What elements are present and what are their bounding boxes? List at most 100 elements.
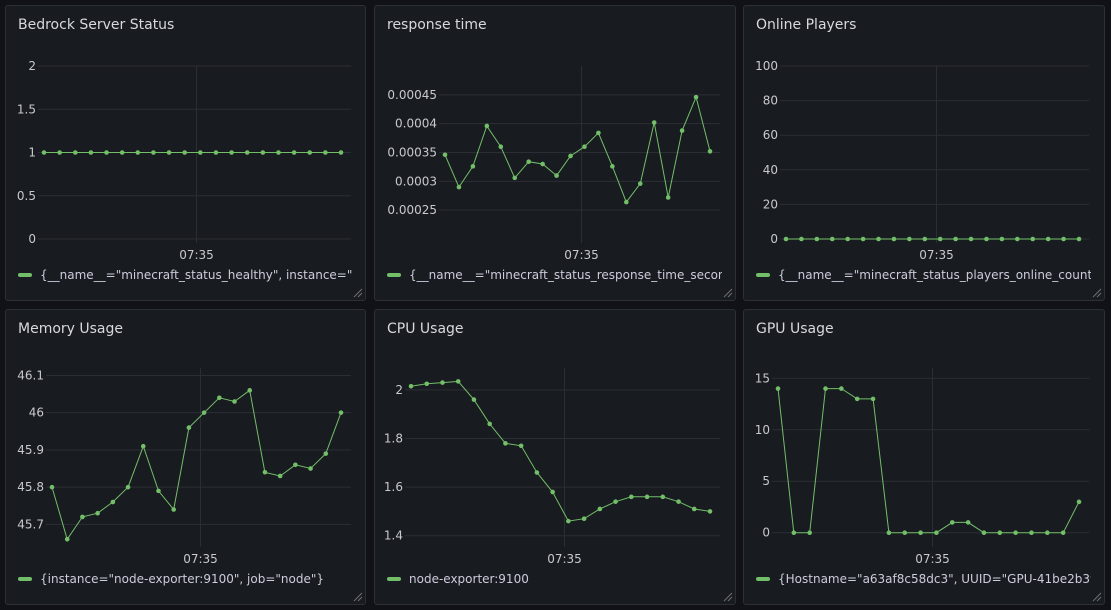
legend-item[interactable]: node-exporter:9100 (387, 572, 722, 586)
panel-bedrock-server-status[interactable]: Bedrock Server Status 0 0.5 1 1.5 2 07:35 {__… (5, 5, 366, 301)
data-point[interactable] (540, 161, 545, 167)
panel-title[interactable]: Bedrock Server Status (18, 17, 175, 33)
data-point[interactable] (1013, 530, 1018, 536)
data-point[interactable] (610, 164, 615, 169)
data-point[interactable] (679, 128, 685, 133)
data-point[interactable] (456, 184, 462, 190)
data-point[interactable] (156, 488, 161, 494)
data-point[interactable] (1015, 236, 1020, 242)
data-point[interactable] (232, 399, 237, 404)
panel-cpu-usage[interactable]: CPU Usage 1.4 1.6 1.8 2 07:35 node-exporter:… (374, 309, 736, 605)
data-point[interactable] (870, 396, 876, 402)
data-point[interactable] (676, 499, 681, 504)
data-point[interactable] (1060, 530, 1066, 536)
data-point[interactable] (860, 236, 866, 242)
data-point[interactable] (937, 236, 943, 242)
data-point[interactable] (64, 536, 70, 542)
data-point[interactable] (968, 236, 974, 242)
data-point[interactable] (997, 530, 1003, 536)
data-point[interactable] (665, 195, 671, 200)
data-point[interactable] (140, 443, 146, 449)
data-point[interactable] (503, 441, 508, 446)
data-point[interactable] (814, 236, 820, 242)
data-point[interactable] (613, 499, 618, 504)
data-point[interactable] (953, 236, 958, 242)
data-point[interactable] (518, 443, 524, 449)
data-point[interactable] (839, 386, 844, 391)
data-point[interactable] (596, 130, 601, 136)
data-point[interactable] (1076, 236, 1082, 242)
data-point[interactable] (186, 425, 192, 430)
data-point[interactable] (629, 494, 634, 500)
panel-gpu-usage[interactable]: GPU Usage 0 5 10 15 07:35 {Hostname="a63af8c… (743, 309, 1105, 605)
data-point[interactable] (229, 150, 234, 155)
data-point[interactable] (277, 473, 283, 479)
data-point[interactable] (845, 236, 850, 242)
data-point[interactable] (57, 150, 62, 155)
data-point[interactable] (907, 236, 912, 242)
data-point[interactable] (498, 144, 504, 150)
panel-title[interactable]: Memory Usage (18, 321, 124, 337)
data-point[interactable] (1029, 530, 1034, 536)
data-point[interactable] (408, 383, 414, 389)
data-point[interactable] (550, 489, 555, 495)
data-point[interactable] (1061, 236, 1066, 242)
data-point[interactable] (918, 530, 923, 536)
data-point[interactable] (104, 150, 109, 155)
data-point[interactable] (262, 469, 268, 475)
data-point[interactable] (260, 150, 266, 155)
data-point[interactable] (707, 149, 713, 154)
data-point[interactable] (291, 150, 297, 155)
data-point[interactable] (307, 150, 313, 155)
data-point[interactable] (965, 520, 971, 525)
panel-memory-usage[interactable]: Memory Usage 45.7 45.8 45.9 46 46.1 07:35 {in… (5, 309, 366, 605)
data-point[interactable] (1045, 236, 1051, 242)
data-point[interactable] (597, 506, 603, 512)
data-point[interactable] (338, 150, 344, 155)
data-point[interactable] (308, 466, 313, 471)
data-point[interactable] (949, 520, 955, 525)
resize-handle-icon[interactable] (723, 592, 733, 602)
data-point[interactable] (80, 514, 85, 520)
data-point[interactable] (1030, 236, 1036, 242)
data-point[interactable] (807, 530, 812, 536)
data-point[interactable] (88, 150, 94, 155)
data-point[interactable] (854, 396, 860, 402)
data-point[interactable] (166, 150, 172, 155)
resize-handle-icon[interactable] (723, 288, 733, 298)
data-point[interactable] (323, 150, 328, 155)
data-point[interactable] (72, 150, 78, 155)
data-point[interactable] (891, 236, 897, 242)
data-point[interactable] (201, 410, 207, 415)
data-point[interactable] (151, 150, 156, 155)
data-point[interactable] (198, 150, 203, 155)
panel-online-players[interactable]: Online Players 0 20 40 60 80 100 07:35 {__name… (743, 5, 1105, 301)
panel-title[interactable]: Online Players (756, 17, 857, 33)
data-point[interactable] (566, 518, 571, 524)
panel-title[interactable]: CPU Usage (387, 321, 464, 337)
data-point[interactable] (135, 150, 141, 155)
data-point[interactable] (902, 530, 908, 536)
legend-item[interactable]: {__name__="minecraft_status_response_tim… (387, 268, 722, 282)
data-point[interactable] (934, 530, 939, 536)
data-point[interactable] (922, 236, 928, 242)
panel-title[interactable]: response time (387, 17, 487, 33)
data-point[interactable] (775, 386, 781, 391)
data-point[interactable] (660, 494, 666, 500)
data-point[interactable] (323, 451, 329, 456)
data-point[interactable] (829, 236, 835, 242)
resize-handle-icon[interactable] (353, 288, 363, 298)
data-point[interactable] (691, 506, 697, 512)
data-point[interactable] (440, 380, 445, 385)
data-point[interactable] (582, 144, 587, 150)
data-point[interactable] (693, 94, 699, 100)
panel-response-time[interactable]: response time 0.00025 0.0003 0.00035 0.0004… (374, 5, 736, 301)
resize-handle-icon[interactable] (353, 592, 363, 602)
data-point[interactable] (876, 236, 881, 242)
panel-title[interactable]: GPU Usage (756, 321, 834, 337)
data-point[interactable] (637, 181, 643, 186)
legend-item[interactable]: {Hostname="a63af8c58dc3", UUID="GPU-41be… (756, 572, 1091, 586)
data-point[interactable] (534, 470, 540, 475)
data-point[interactable] (41, 150, 47, 155)
data-point[interactable] (487, 421, 492, 427)
